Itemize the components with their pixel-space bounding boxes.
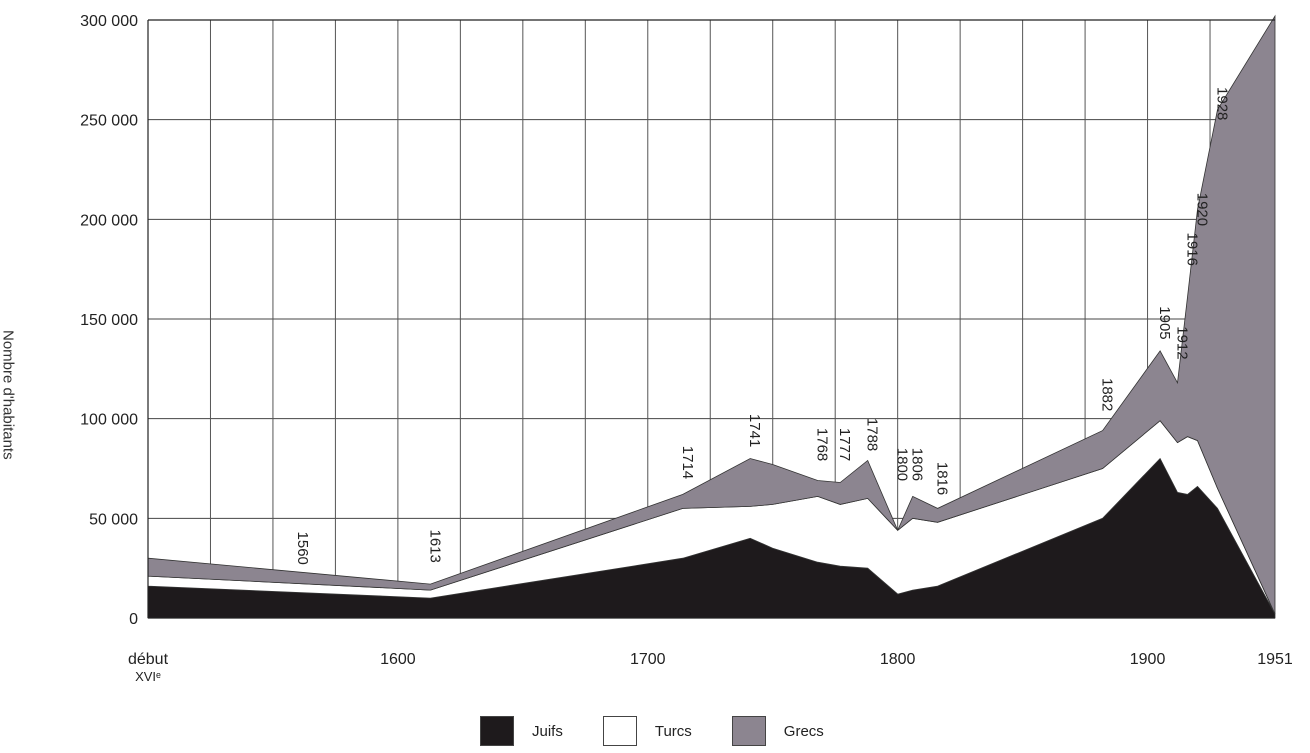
y-axis-label: Nombre d'habitants — [0, 330, 17, 460]
y-tick-label: 100 000 — [80, 412, 138, 429]
x-tick-label: 1900 — [1130, 651, 1166, 668]
year-annotation: 1768 — [814, 428, 831, 461]
area-grecs — [147, 14, 1276, 615]
year-annotation: 1714 — [679, 446, 696, 479]
year-annotation: 1920 — [1194, 193, 1211, 226]
year-annotation: 1816 — [934, 462, 951, 495]
legend-item-juifs: Juifs — [480, 716, 563, 746]
legend-item-turcs: Turcs — [602, 716, 692, 746]
year-annotation: 1741 — [746, 414, 763, 447]
x-tick-label: 1800 — [880, 651, 916, 668]
year-annotation: 1613 — [426, 529, 443, 562]
y-tick-label: 150 000 — [80, 312, 138, 329]
x-tick-label: 1600 — [380, 651, 416, 668]
year-annotation: 1800 — [894, 448, 911, 481]
x-tick-label: 1951 — [1257, 651, 1293, 668]
year-annotation: 1788 — [864, 418, 881, 451]
x-tick-label: 1700 — [630, 651, 666, 668]
population-area-chart: 0 50 000 100 000 150 000 200 000 250 000 300 0… — [80, 13, 1293, 684]
x-tick-label: XVIᵉ — [135, 669, 161, 684]
year-annotation: 1928 — [1213, 87, 1230, 120]
year-annotation: 1806 — [909, 448, 926, 481]
legend-label-grecs: Grecs — [783, 722, 824, 740]
y-tick-label: 300 000 — [80, 13, 138, 30]
legend-label-turcs: Turcs — [654, 722, 692, 740]
x-tick-label: début — [128, 651, 169, 668]
legend-swatch-juifs — [480, 716, 514, 746]
year-annotation: 1560 — [294, 532, 311, 565]
y-tick-label: 200 000 — [80, 212, 138, 229]
year-annotation: 1777 — [836, 428, 853, 461]
year-annotation: 1882 — [1099, 378, 1116, 411]
legend-swatch-grecs — [731, 716, 766, 746]
y-tick-label: 50 000 — [89, 511, 138, 528]
legend: Juifs Turcs Grecs — [480, 716, 864, 746]
y-tick-label: 250 000 — [80, 113, 138, 130]
legend-swatch-turcs — [602, 716, 637, 746]
legend-item-grecs: Grecs — [731, 716, 824, 746]
y-tick-label: 0 — [129, 611, 138, 628]
legend-label-juifs: Juifs — [532, 722, 563, 740]
year-annotation: 1905 — [1156, 306, 1173, 339]
year-annotation: 1916 — [1183, 233, 1200, 266]
year-annotation: 1912 — [1173, 326, 1190, 359]
